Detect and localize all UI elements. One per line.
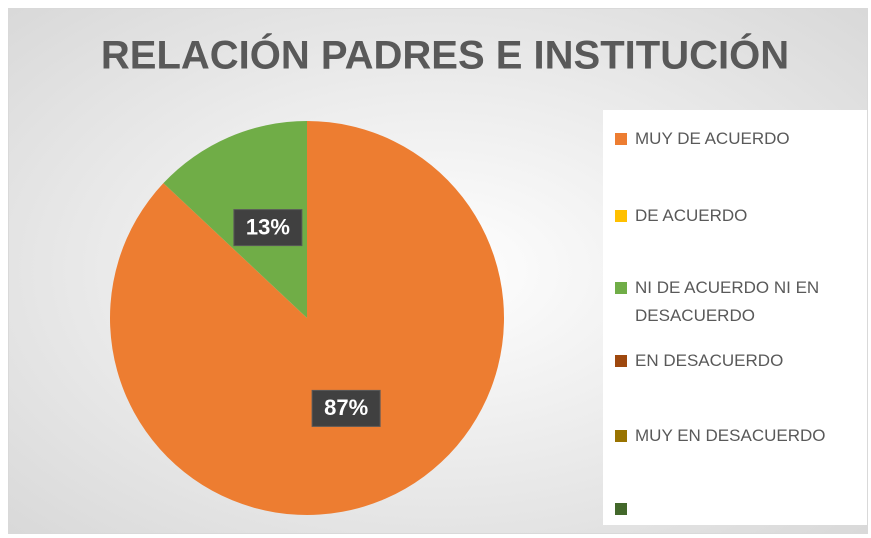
legend-label: MUY DE ACUERDO [635,129,790,148]
legend-label: EN DESACUERDO [635,351,784,370]
pie: 87% 13% [109,121,505,515]
legend-swatch [615,282,627,294]
data-label-box [311,389,381,427]
legend-label: NI DE ACUERDO NI EN DESACUERDO [635,278,820,325]
legend-swatch [615,503,627,515]
legend-swatch [615,430,627,442]
legend-swatch [615,133,627,145]
legend-swatch [615,355,627,367]
data-label: 13% [246,214,290,239]
legend: MUY DE ACUERDO DE ACUERDO NI DE ACUERDO NI… [603,110,867,525]
legend-swatch [615,210,627,222]
chart-title: RELACIÓN PADRES E INSTITUCIÓN [101,32,789,78]
legend-label: DE ACUERDO [635,206,748,225]
data-label-box [233,209,303,247]
data-label: 87% [324,395,368,420]
legend-label: MUY EN DESACUERDO [635,426,826,445]
